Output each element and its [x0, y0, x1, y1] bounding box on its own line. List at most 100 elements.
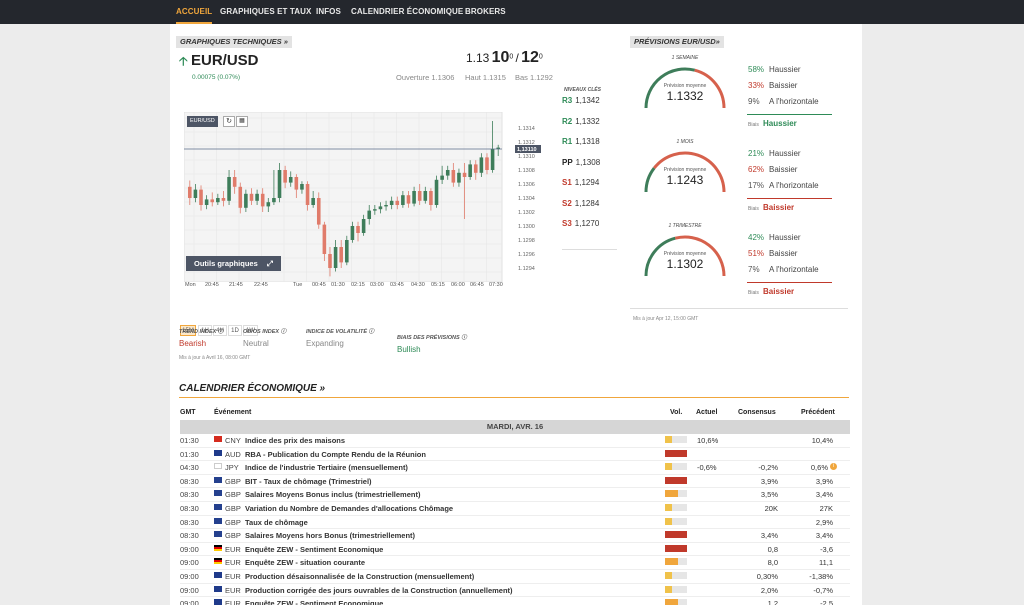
expand-icon: ⤢	[266, 259, 273, 268]
event-name[interactable]: Variation du Nombre de Demandes d'alloca…	[245, 504, 454, 513]
y-tick-label: 1.1296	[518, 252, 535, 258]
event-currency: JPY	[225, 463, 239, 473]
calendar-row[interactable]: 08:30 GBP Salaires Moyens hors Bonus (trim…	[180, 529, 850, 543]
tf-4h[interactable]: 4H	[213, 325, 227, 336]
candle-body	[204, 199, 209, 205]
forecast-row-label: Haussier	[769, 149, 801, 158]
calendar-row[interactable]: 04:30 JPY Indice de l'industrie Tertiaire …	[180, 461, 850, 475]
tech-section-tag[interactable]: GRAPHIQUES TECHNIQUES »	[176, 36, 292, 48]
forecast-pct: 21%	[748, 149, 765, 158]
key-level-value: 1,1342	[575, 96, 600, 105]
calendar-row[interactable]: 01:30 CNY Indice des prix des maisons 10,6%…	[180, 434, 850, 448]
event-previous: 2,9%	[815, 517, 833, 527]
event-consensus: 0,8	[767, 544, 778, 554]
event-name[interactable]: Enquête ZEW - Sentiment Economique	[245, 599, 384, 605]
event-name[interactable]: BIT - Taux de chômage (Trimestriel)	[245, 476, 372, 486]
event-time: 01:30	[180, 449, 199, 459]
forecast-pct: 42%	[748, 233, 765, 242]
calendar-title[interactable]: CALENDRIER ÉCONOMIQUE »	[179, 383, 326, 394]
nav-brokers[interactable]: BROKERS	[465, 7, 506, 16]
y-tick-label: 1.1308	[518, 168, 535, 174]
x-tick-label: 05:15	[431, 282, 445, 288]
event-name[interactable]: Taux de chômage	[245, 517, 308, 527]
forecast-section-tag[interactable]: PRÉVISIONS EUR/USD»	[630, 36, 724, 48]
candle-body	[485, 157, 489, 170]
obos-title: OB/OS INDEX	[243, 329, 280, 335]
nav-accueil[interactable]: ACCUEIL	[176, 0, 213, 24]
refresh-icon[interactable]: ↻	[223, 116, 235, 127]
nav-graphiques[interactable]: GRAPHIQUES ET TAUX	[220, 7, 312, 16]
calendar-row[interactable]: 08:30 GBP Salaires Moyens Bonus inclus (tr…	[180, 488, 850, 502]
calendar-row[interactable]: 09:00 EUR Enquête ZEW - situation courante…	[180, 556, 850, 570]
tf-15m[interactable]: 15M	[180, 325, 196, 336]
prevision-moyenne-label: Prévision moyenne	[663, 251, 707, 257]
key-level-label: R3	[562, 96, 573, 105]
info-icon[interactable]: ⓘ	[217, 329, 224, 335]
gauge-arc-bearish	[652, 151, 726, 193]
calendar-row[interactable]: 08:30 GBP Taux de chômage 2,9%	[180, 516, 850, 530]
price-marker-bg	[515, 145, 541, 153]
nav-infos[interactable]: INFOS	[316, 7, 341, 16]
event-previous: -2,5	[820, 599, 833, 605]
calendar-row[interactable]: 08:30 GBP Variation du Nombre de Demandes …	[180, 502, 850, 516]
cn-flag-icon	[214, 436, 222, 442]
key-level-row: S1 1,1294	[562, 178, 617, 191]
event-name[interactable]: RBA - Publication du Compte Rendu de la …	[245, 449, 426, 459]
event-name[interactable]: Salaires Moyens hors Bonus (trimestriell…	[245, 531, 416, 541]
candle-body	[232, 177, 237, 187]
calendar-title-underline	[179, 397, 849, 398]
prevision-value: 1.1332	[666, 89, 704, 103]
event-name[interactable]: Indice des prix des maisons	[245, 436, 346, 445]
event-name[interactable]: Enquête ZEW - situation courante	[245, 558, 366, 568]
event-name[interactable]: Production désaisonnalisée de la Constru…	[245, 572, 475, 581]
nav-calendrier[interactable]: CALENDRIER ÉCONOMIQUE	[351, 7, 464, 16]
de-flag-icon	[214, 544, 222, 551]
outils-graphiques-button[interactable]: Outils graphiques ⤢	[186, 256, 281, 271]
forecast-pct: 17%	[748, 181, 765, 190]
candle-body	[462, 172, 467, 177]
gb-flag-icon	[214, 476, 222, 483]
forecast-divider	[630, 308, 848, 309]
levels-divider	[562, 249, 617, 250]
event-previous: -0,7%	[813, 585, 833, 595]
event-name[interactable]: Production corrigée des jours ouvrables …	[245, 585, 513, 595]
candlestick-svg: 1.1314 1.1312 1.1310 1.1308 1.1306 1.1304 1.13…	[184, 112, 541, 282]
tf-1w[interactable]: 1W	[243, 325, 258, 336]
info-icon[interactable]: ⓘ	[368, 329, 375, 335]
key-level-value: 1,1318	[575, 137, 600, 146]
event-currency: GBP	[225, 490, 241, 500]
event-previous: 0,6%	[810, 463, 828, 473]
calendar-row[interactable]: 09:00 EUR Enquête ZEW - Sentiment Economiq…	[180, 597, 850, 605]
info-icon[interactable]: ⓘ	[280, 329, 287, 335]
candle-body	[384, 205, 388, 207]
candle-body	[199, 189, 203, 205]
main-card: GRAPHIQUES TECHNIQUES » 🡡 EUR/USD 0.0007…	[170, 24, 862, 605]
info-icon[interactable]: ⓘ	[461, 335, 467, 341]
calendar-row[interactable]: 09:00 EUR Enquête ZEW - Sentiment Economiq…	[180, 543, 850, 557]
calendar-row[interactable]: 08:30 GBP BIT - Taux de chômage (Trimestri…	[180, 475, 850, 489]
tf-1d[interactable]: 1D	[228, 325, 242, 336]
candle-body	[260, 193, 265, 207]
forecast-bias-label: Biais	[748, 206, 759, 212]
outils-label: Outils graphiques	[194, 259, 258, 268]
price-chart[interactable]: 1.1314 1.1312 1.1310 1.1308 1.1306 1.1304 1.13…	[184, 112, 541, 282]
event-name[interactable]: Salaires Moyens Bonus inclus (trimestrie…	[245, 490, 421, 500]
forecast-bias-underline	[747, 114, 832, 115]
event-time: 09:00	[180, 572, 199, 581]
calendar-row[interactable]: 01:30 AUD RBA - Publication du Compte Rend…	[180, 448, 850, 462]
gb-flag-icon	[214, 490, 222, 497]
volatility-bar	[665, 463, 687, 471]
event-name[interactable]: Enquête ZEW - Sentiment Economique	[245, 544, 384, 554]
forecast-row-label: A l'horizontale	[769, 265, 819, 274]
event-consensus: -0,2%	[758, 463, 778, 473]
key-level-row: S2 1,1284	[562, 199, 617, 212]
niveaux-title: NIVEAUX CLÉS	[564, 87, 601, 93]
event-name[interactable]: Indice de l'industrie Tertiaire (mensuel…	[245, 463, 408, 473]
calendar-day-header: MARDI, AVR. 16	[180, 420, 850, 434]
info-icon[interactable]: i	[830, 463, 837, 471]
calendar-icon[interactable]: ▦	[236, 116, 248, 127]
calendar-row[interactable]: 09:00 EUR Production désaisonnalisée de la…	[180, 570, 850, 584]
calendar-row[interactable]: 09:00 EUR Production corrigée des jours ou…	[180, 584, 850, 598]
tf-1h[interactable]: 1H	[198, 325, 212, 336]
pair-title: EUR/USD	[191, 52, 259, 69]
